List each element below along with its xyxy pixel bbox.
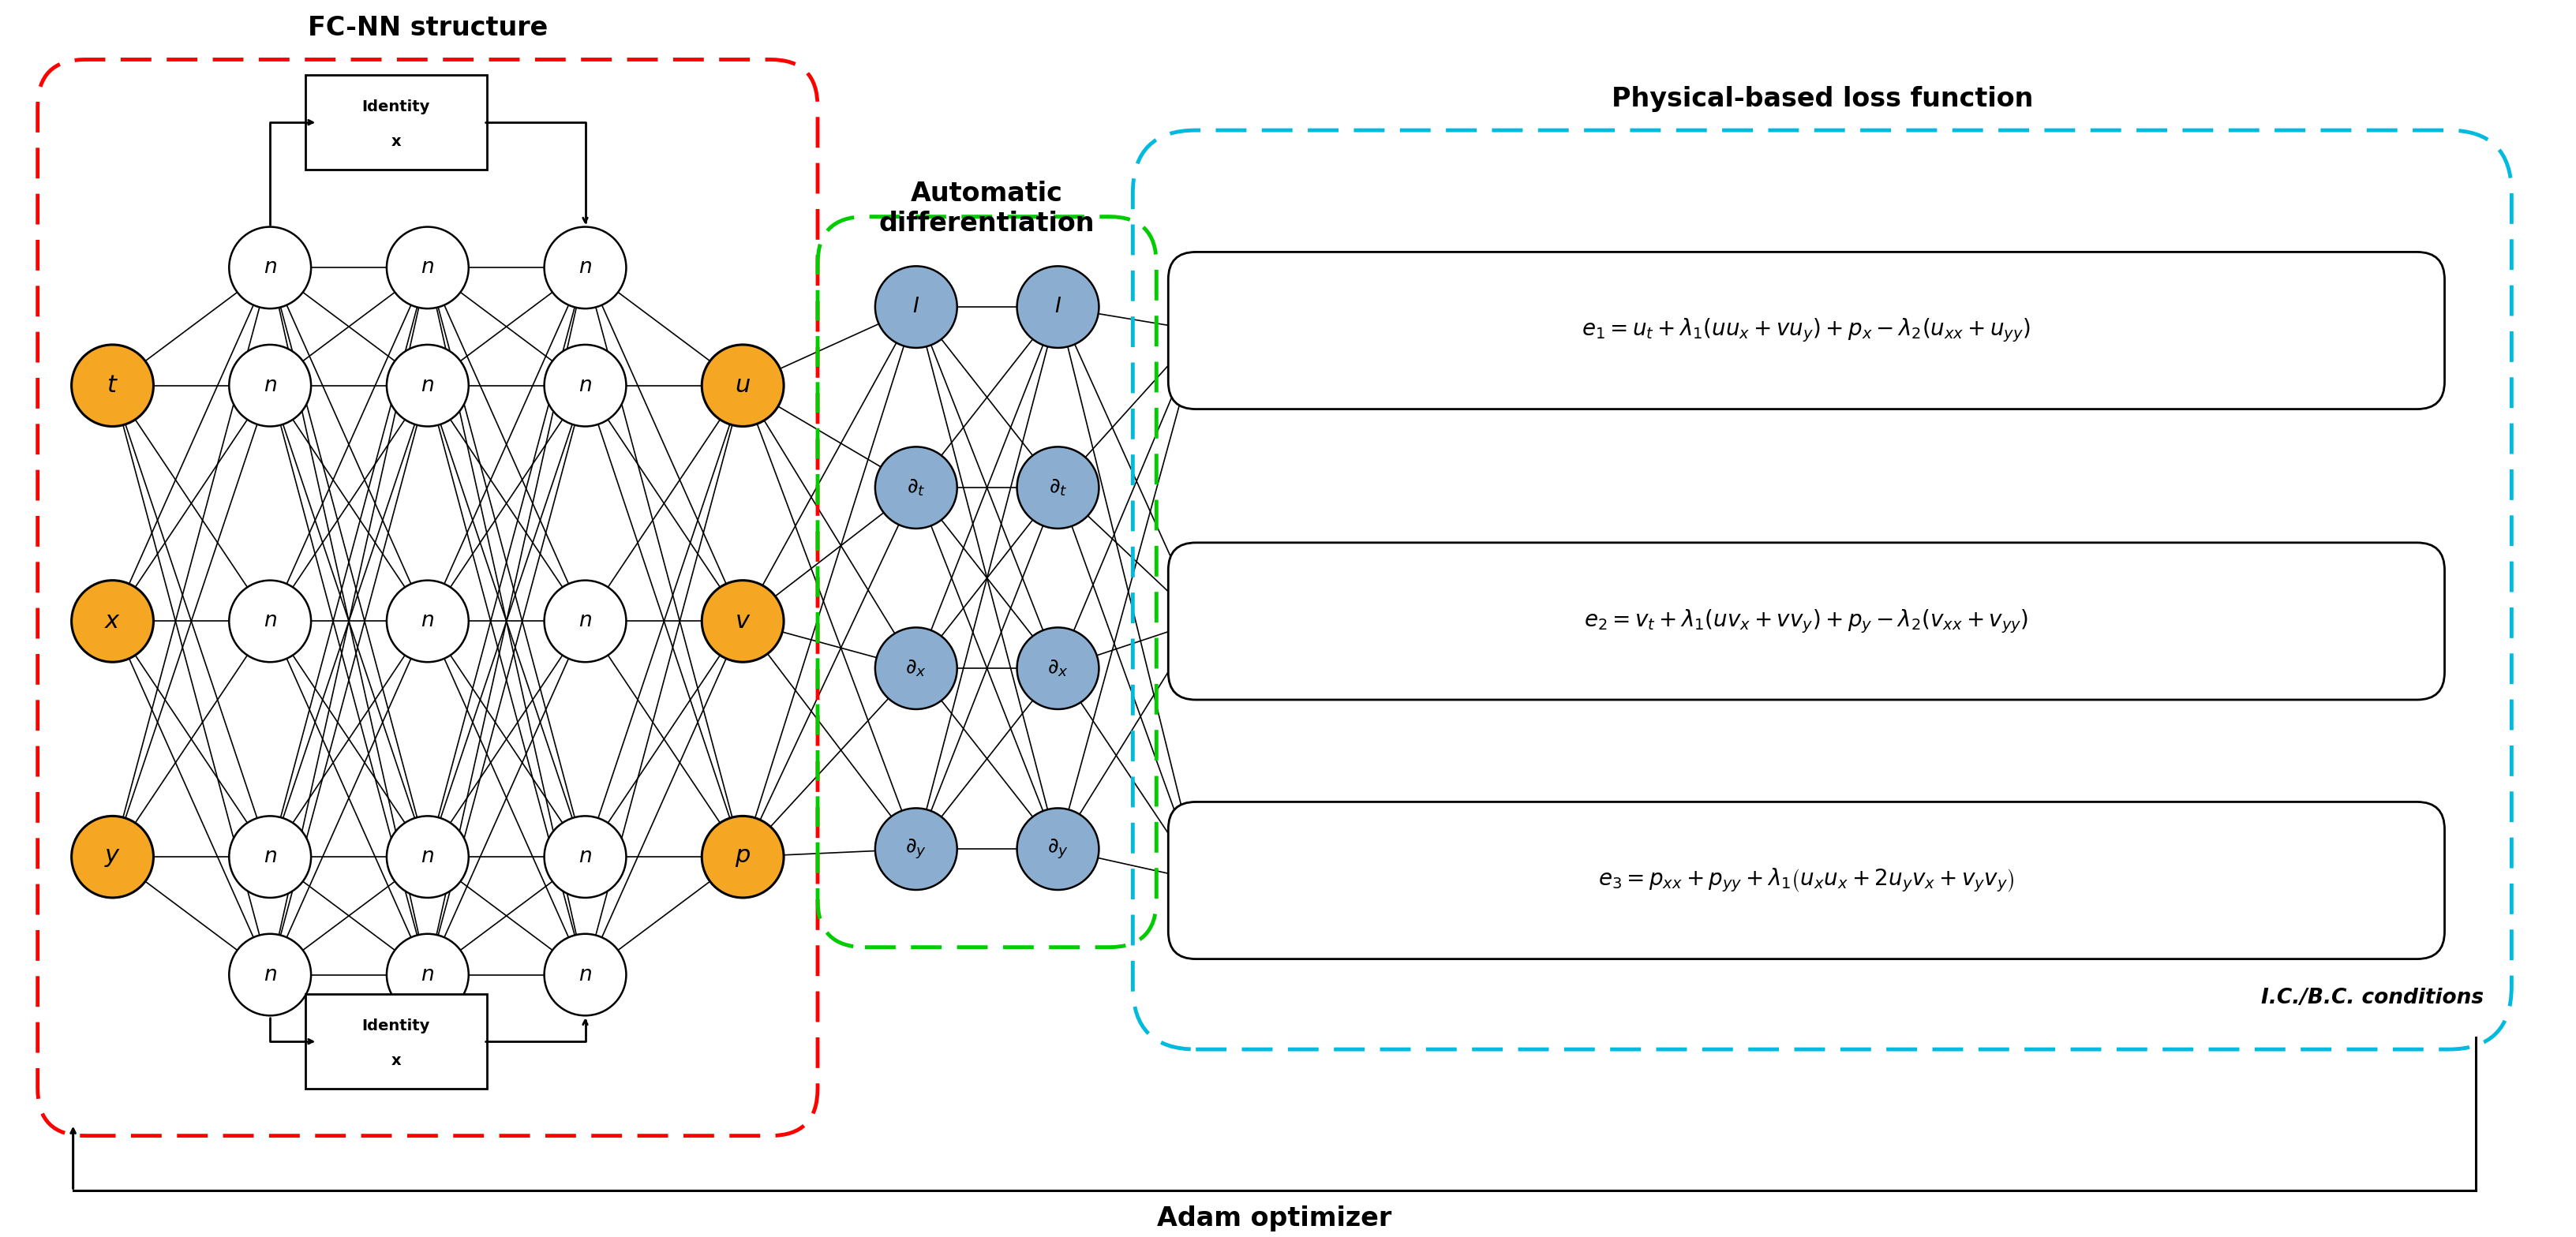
Circle shape (386, 816, 469, 898)
Text: $n$: $n$ (580, 375, 592, 396)
Text: $u$: $u$ (734, 374, 750, 397)
Circle shape (544, 934, 626, 1016)
Text: $n$: $n$ (263, 846, 276, 867)
Text: $t$: $t$ (106, 374, 118, 397)
Circle shape (876, 266, 958, 348)
Text: $n$: $n$ (580, 846, 592, 867)
Text: $n$: $n$ (580, 257, 592, 278)
Circle shape (701, 345, 783, 427)
Text: $e_1 = u_t + \lambda_1\left(uu_x + vu_y\right) + p_x - \lambda_2\left(u_{xx} + u: $e_1 = u_t + \lambda_1\left(uu_x + vu_y\… (1582, 317, 2030, 344)
Circle shape (229, 934, 312, 1016)
Circle shape (1018, 627, 1100, 709)
Text: $n$: $n$ (420, 846, 435, 867)
Text: Physical-based loss function: Physical-based loss function (1613, 85, 2032, 111)
Text: $\partial_y$: $\partial_y$ (1048, 837, 1069, 861)
Text: x: x (392, 134, 402, 148)
Text: $I$: $I$ (1054, 297, 1061, 317)
Text: $n$: $n$ (263, 257, 276, 278)
Text: $x$: $x$ (103, 610, 121, 632)
Text: $n$: $n$ (263, 375, 276, 396)
Circle shape (1018, 266, 1100, 348)
Circle shape (386, 226, 469, 308)
Text: $n$: $n$ (420, 611, 435, 631)
Circle shape (876, 447, 958, 528)
Text: $n$: $n$ (263, 965, 276, 985)
Circle shape (544, 226, 626, 308)
Text: $n$: $n$ (420, 965, 435, 985)
Text: $\partial_t$: $\partial_t$ (1048, 477, 1066, 499)
Circle shape (876, 808, 958, 889)
Circle shape (72, 580, 155, 662)
Text: $\partial_x$: $\partial_x$ (1048, 658, 1069, 679)
Text: $p$: $p$ (734, 845, 750, 868)
Text: FC-NN structure: FC-NN structure (307, 15, 549, 41)
Circle shape (1018, 808, 1100, 889)
Text: $\partial_t$: $\partial_t$ (907, 477, 925, 499)
Text: $\partial_y$: $\partial_y$ (904, 837, 927, 861)
Circle shape (386, 934, 469, 1016)
Circle shape (229, 580, 312, 662)
Text: $n$: $n$ (580, 965, 592, 985)
Text: Adam optimizer: Adam optimizer (1157, 1205, 1391, 1231)
Circle shape (229, 345, 312, 427)
Circle shape (229, 226, 312, 308)
Circle shape (544, 345, 626, 427)
Text: Automatic
differentiation: Automatic differentiation (878, 181, 1095, 236)
Circle shape (544, 816, 626, 898)
Circle shape (72, 345, 155, 427)
FancyBboxPatch shape (1170, 252, 2445, 409)
Text: $n$: $n$ (420, 375, 435, 396)
Text: $n$: $n$ (420, 257, 435, 278)
Text: I.C./B.C. conditions: I.C./B.C. conditions (2262, 988, 2483, 1008)
Circle shape (386, 580, 469, 662)
Circle shape (544, 580, 626, 662)
Text: Identity: Identity (363, 99, 430, 114)
Text: $e_3 = p_{xx} + p_{yy} + \lambda_1\left(u_xu_x + 2u_yv_x + v_yv_y\right)$: $e_3 = p_{xx} + p_{yy} + \lambda_1\left(… (1597, 867, 2014, 894)
Circle shape (876, 627, 958, 709)
Circle shape (386, 345, 469, 427)
Text: x: x (392, 1053, 402, 1068)
Text: $\partial_x$: $\partial_x$ (907, 658, 927, 679)
Circle shape (229, 816, 312, 898)
Circle shape (701, 580, 783, 662)
Text: Identity: Identity (363, 1018, 430, 1033)
Circle shape (72, 816, 155, 898)
Text: $v$: $v$ (734, 610, 750, 632)
FancyBboxPatch shape (307, 75, 487, 169)
FancyBboxPatch shape (307, 995, 487, 1089)
Text: $n$: $n$ (263, 611, 276, 631)
FancyBboxPatch shape (1170, 543, 2445, 700)
Text: $I$: $I$ (912, 297, 920, 317)
FancyBboxPatch shape (1170, 802, 2445, 959)
Text: $n$: $n$ (580, 611, 592, 631)
Circle shape (701, 816, 783, 898)
Text: $y$: $y$ (103, 845, 121, 868)
Circle shape (1018, 447, 1100, 528)
Text: $e_2 = v_t + \lambda_1\left(uv_x + vv_y\right) + p_y - \lambda_2\left(v_{xx} + v: $e_2 = v_t + \lambda_1\left(uv_x + vv_y\… (1584, 607, 2030, 635)
